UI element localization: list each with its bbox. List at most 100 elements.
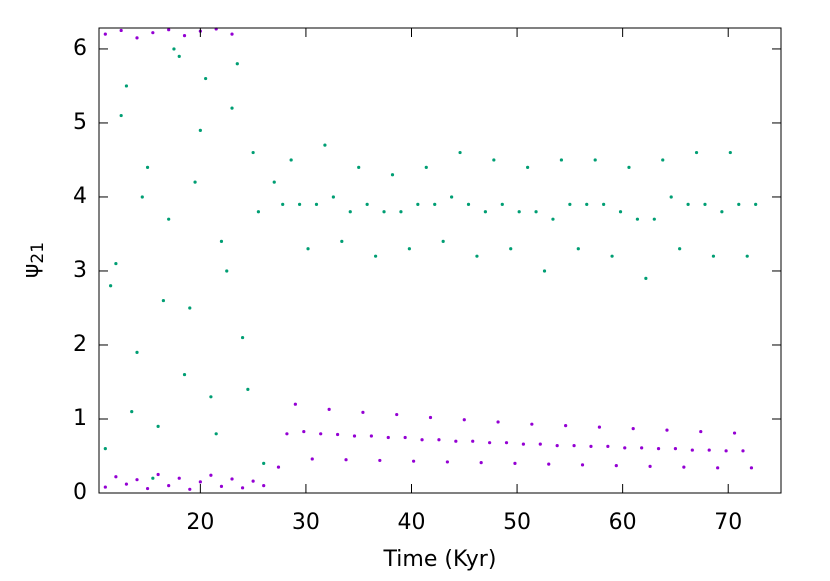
data-point (572, 444, 576, 448)
data-point (450, 195, 454, 199)
data-point (483, 210, 487, 214)
data-point (219, 484, 224, 488)
data-point (454, 439, 458, 443)
data-point (437, 438, 441, 442)
data-point (606, 444, 610, 448)
data-point (182, 34, 187, 38)
data-point (256, 210, 261, 214)
data-point (230, 106, 234, 110)
y-axis-label: ψ21 (19, 242, 48, 278)
data-point (445, 460, 449, 464)
data-point (420, 438, 424, 442)
data-point (623, 446, 627, 450)
y-tick-label: 1 (73, 406, 87, 431)
data-point (724, 449, 728, 453)
data-point (441, 239, 445, 243)
data-point (198, 480, 202, 484)
data-point (403, 435, 407, 440)
data-point (135, 478, 139, 482)
data-point (156, 424, 160, 428)
data-point (720, 210, 724, 214)
y-tick-label: 5 (73, 110, 87, 135)
data-point (390, 173, 395, 177)
data-point (585, 202, 589, 206)
data-point (737, 202, 741, 206)
data-point (509, 247, 513, 251)
data-point (699, 429, 703, 434)
data-point (251, 150, 255, 155)
data-point (344, 458, 348, 462)
data-point (542, 269, 547, 273)
y-tick-label: 0 (73, 480, 87, 505)
y-tick-label: 2 (73, 332, 87, 357)
data-point (156, 472, 160, 477)
data-point (530, 422, 534, 426)
data-point (728, 150, 732, 155)
data-point (302, 429, 306, 434)
data-point (145, 165, 150, 169)
data-point (276, 465, 281, 469)
x-tick-label: 50 (503, 510, 531, 535)
data-point (492, 158, 496, 162)
data-point (369, 434, 373, 438)
data-point (669, 195, 673, 199)
data-point (177, 54, 181, 58)
data-point (547, 462, 551, 466)
data-point (293, 402, 297, 406)
data-point (135, 350, 139, 354)
data-point (475, 254, 479, 258)
data-point (627, 165, 631, 169)
data-point (124, 482, 129, 486)
x-axis-label: Time (Kyr) (383, 547, 497, 572)
data-point (479, 461, 483, 465)
y-axis-subscript: 21 (28, 242, 48, 264)
data-point (458, 150, 462, 155)
data-point (348, 210, 352, 214)
data-point (209, 473, 213, 477)
data-point (416, 202, 420, 206)
data-point (365, 202, 369, 206)
data-point (230, 477, 234, 481)
data-point (555, 444, 559, 448)
data-point (614, 464, 618, 468)
data-point (610, 254, 614, 258)
data-point (597, 425, 602, 429)
data-point (466, 202, 471, 206)
data-point (319, 432, 323, 436)
data-point (306, 247, 310, 251)
data-point (323, 143, 327, 147)
data-point (504, 441, 509, 445)
data-point (652, 217, 656, 221)
data-point (209, 395, 213, 399)
data-point (576, 247, 580, 251)
data-point (285, 432, 289, 436)
data-point (513, 461, 517, 465)
data-point (262, 461, 266, 465)
data-point (177, 476, 181, 480)
data-point (140, 195, 144, 199)
y-axis-symbol: ψ (19, 264, 44, 279)
data-point (130, 409, 134, 414)
data-point (235, 62, 239, 66)
data-point (568, 202, 572, 206)
data-point (602, 202, 606, 206)
data-point (289, 158, 293, 162)
data-point (412, 459, 416, 463)
data-point (262, 483, 266, 488)
data-point (357, 165, 361, 169)
data-point (161, 298, 165, 303)
data-point (631, 427, 635, 431)
data-point (314, 202, 319, 206)
data-point (580, 463, 585, 467)
data-point (167, 28, 171, 32)
data-point (331, 195, 335, 199)
data-point (145, 486, 150, 491)
data-point (593, 158, 597, 162)
data-point (327, 407, 331, 411)
data-point (648, 464, 652, 468)
data-point (686, 202, 690, 206)
data-point (471, 439, 475, 443)
data-point (462, 418, 466, 422)
data-point (340, 239, 344, 243)
data-point (214, 432, 218, 436)
